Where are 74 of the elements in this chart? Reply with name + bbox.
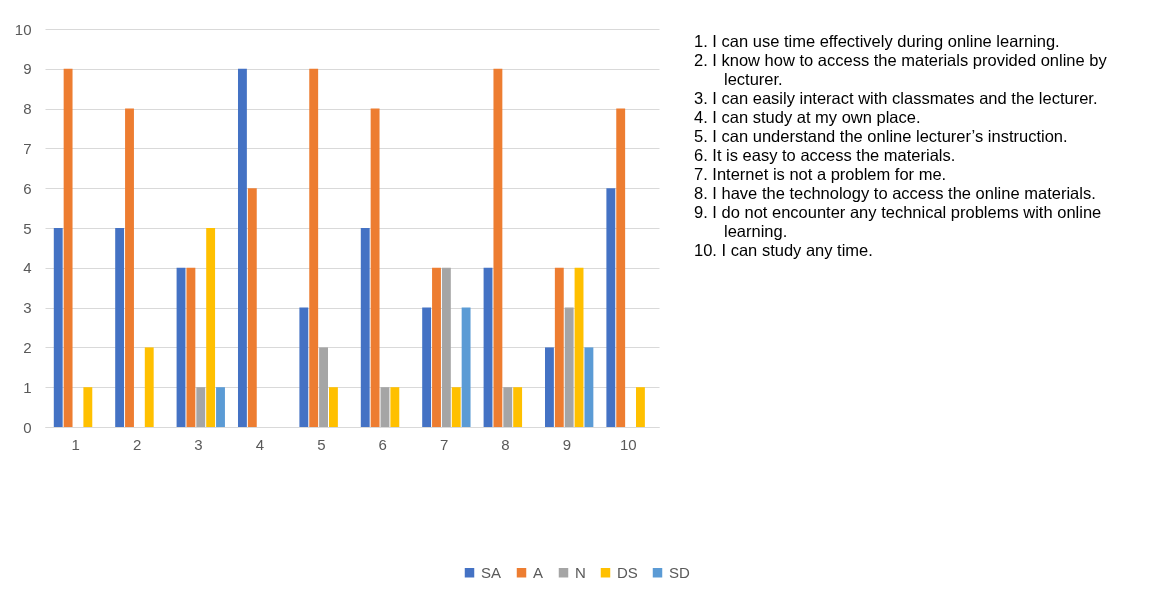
bar bbox=[493, 68, 503, 427]
bar bbox=[636, 387, 645, 427]
bar bbox=[360, 228, 370, 427]
x-tick-label: 4 bbox=[255, 435, 265, 453]
bar bbox=[144, 347, 154, 427]
bar bbox=[319, 347, 329, 427]
y-tick-label: 6 bbox=[23, 179, 32, 197]
y-tick-label: 5 bbox=[23, 219, 32, 237]
bar bbox=[544, 347, 554, 427]
bar bbox=[309, 68, 319, 427]
bar bbox=[390, 387, 400, 427]
bar bbox=[125, 108, 134, 427]
bar bbox=[237, 68, 247, 427]
y-tick-label: 2 bbox=[23, 338, 32, 356]
bar bbox=[503, 387, 513, 427]
y-tick-label: 7 bbox=[23, 139, 32, 157]
text: 3. I can easily interact with classmates and the lecturer. bbox=[694, 89, 1099, 108]
bar bbox=[53, 228, 63, 427]
x-tick-label: 10 bbox=[619, 435, 637, 453]
x-tick-label: 6 bbox=[378, 435, 387, 453]
legend-label: SD bbox=[669, 563, 690, 581]
bar bbox=[584, 347, 594, 427]
y-tick-label: 3 bbox=[23, 299, 32, 317]
y-tick-label: 9 bbox=[23, 60, 32, 78]
bar bbox=[616, 108, 626, 427]
bar bbox=[329, 387, 338, 427]
y-tick-label: 8 bbox=[23, 100, 32, 118]
legend-label: DS bbox=[617, 563, 638, 581]
y-tick-label: 10 bbox=[14, 20, 32, 38]
bar bbox=[370, 108, 380, 427]
bar bbox=[483, 267, 493, 427]
bar bbox=[513, 387, 523, 427]
bar bbox=[564, 307, 574, 427]
text: 4. I can study at my own place. bbox=[694, 108, 922, 127]
text: 9. I do not encounter any technical problems with online learning. bbox=[694, 203, 1103, 241]
bar bbox=[196, 387, 206, 427]
bar bbox=[206, 228, 216, 427]
bar bbox=[63, 68, 73, 427]
y-tick-label: 1 bbox=[23, 378, 32, 396]
text: 6. It is easy to access the materials. bbox=[694, 146, 957, 165]
bar bbox=[115, 228, 125, 427]
text: 8. I have the technology to access the online materials. bbox=[694, 184, 1097, 203]
bar bbox=[554, 267, 564, 427]
bar bbox=[216, 387, 225, 427]
bar bbox=[186, 267, 196, 427]
bar bbox=[606, 188, 616, 427]
x-tick-label: 7 bbox=[439, 435, 449, 453]
x-tick-label: 9 bbox=[562, 435, 572, 453]
x-tick-label: 8 bbox=[501, 435, 510, 453]
y-tick-label: 4 bbox=[23, 259, 32, 277]
x-tick-label: 3 bbox=[194, 435, 203, 453]
text: 1. I can use time effectively during online learning. bbox=[694, 32, 1061, 51]
x-tick-label: 2 bbox=[132, 435, 142, 453]
text: 2. I know how to access the materials provided online by lecturer. bbox=[694, 51, 1108, 89]
bar bbox=[422, 307, 432, 427]
bar bbox=[461, 307, 471, 427]
text: 10. I can study any time. bbox=[694, 241, 874, 260]
bar bbox=[574, 267, 584, 427]
legend-label: SA bbox=[481, 563, 502, 581]
bar bbox=[83, 387, 93, 427]
x-tick-label: 1 bbox=[71, 435, 80, 453]
legend-label: N bbox=[575, 563, 586, 581]
legend-label: A bbox=[533, 563, 544, 581]
x-tick-label: 5 bbox=[317, 435, 326, 453]
bar bbox=[247, 188, 257, 427]
bar bbox=[299, 307, 309, 427]
bar bbox=[441, 267, 451, 427]
text: 7. Internet is not a problem for me. bbox=[694, 165, 948, 184]
bar bbox=[432, 267, 441, 427]
text: 5. I can understand the online lecturer’s instruction. bbox=[694, 127, 1069, 146]
y-tick-label: 0 bbox=[23, 418, 32, 436]
bar bbox=[451, 387, 461, 427]
bar bbox=[176, 267, 186, 427]
bar bbox=[380, 387, 390, 427]
